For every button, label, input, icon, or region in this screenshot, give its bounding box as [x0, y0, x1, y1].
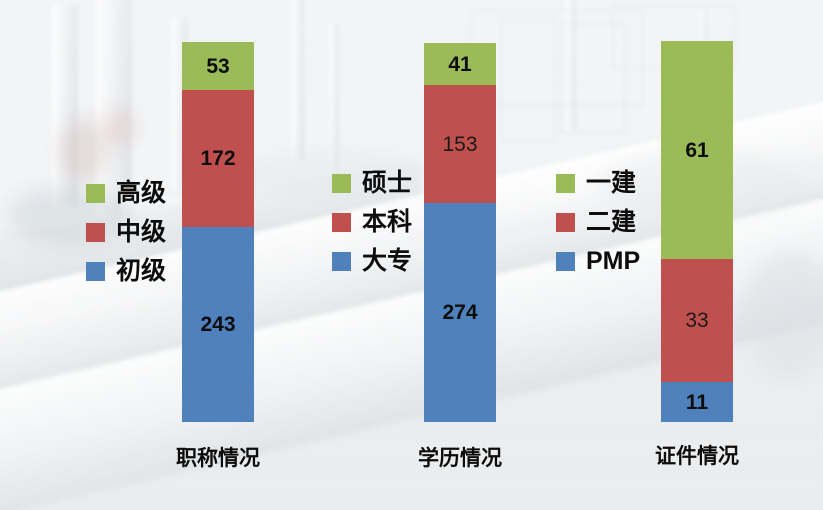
legend-label: 二建 — [586, 208, 637, 236]
legend-certificates: 一建 二建 PMP — [556, 164, 640, 281]
legend-label: PMP — [586, 247, 641, 275]
bar-segment-junior[interactable]: 243 — [182, 227, 254, 422]
legend-item[interactable]: 初级 — [86, 252, 166, 291]
bar-segment-value: 153 — [442, 132, 478, 156]
stacked-bar[interactable]: 41 153 274 — [424, 43, 496, 422]
bar-segment-second-class[interactable]: 33 — [661, 259, 733, 382]
legend-label: 中级 — [116, 218, 167, 246]
legend-item[interactable]: 中级 — [86, 213, 166, 252]
legend-label: 一建 — [586, 169, 637, 197]
legend-swatch-green — [332, 174, 351, 193]
legend-label: 本科 — [362, 208, 413, 236]
legend-item[interactable]: 本科 — [332, 203, 412, 242]
legend-label: 初级 — [116, 257, 167, 285]
legend-swatch-red — [332, 213, 351, 232]
bar-segment-value: 243 — [200, 313, 236, 336]
bar-segment-value: 53 — [206, 54, 230, 78]
legend-item[interactable]: PMP — [556, 242, 640, 281]
bar-segment-value: 41 — [448, 52, 472, 76]
bar-segment-college[interactable]: 274 — [424, 203, 496, 422]
legend-education: 硕士 本科 大专 — [332, 164, 412, 281]
legend-swatch-green — [556, 174, 575, 193]
bar-segment-value: 172 — [200, 147, 236, 170]
bar-segment-pmp[interactable]: 11 — [661, 382, 733, 422]
legend-swatch-blue — [86, 262, 105, 281]
legend-job-title: 高级 中级 初级 — [86, 174, 166, 291]
bar-segment-master[interactable]: 41 — [424, 43, 496, 85]
stacked-bar[interactable]: 53 172 243 — [182, 42, 254, 422]
legend-swatch-blue — [332, 252, 351, 271]
bar-segment-value: 11 — [685, 390, 709, 414]
category-label-certificates: 证件情况 — [655, 445, 739, 468]
legend-item[interactable]: 硕士 — [332, 164, 412, 203]
bar-group-job-title: 53 172 243 职称情况 — [176, 0, 260, 510]
legend-item[interactable]: 二建 — [556, 203, 640, 242]
legend-item[interactable]: 一建 — [556, 164, 640, 203]
bar-segment-value: 33 — [685, 309, 709, 332]
category-label-job-title: 职称情况 — [176, 447, 260, 470]
legend-swatch-red — [86, 223, 105, 242]
legend-swatch-red — [556, 213, 575, 232]
bar-group-education: 41 153 274 学历情况 — [418, 0, 502, 510]
bar-segment-first-class[interactable]: 61 — [661, 41, 733, 259]
category-label-education: 学历情况 — [418, 447, 502, 470]
legend-item[interactable]: 大专 — [332, 242, 412, 281]
legend-label: 硕士 — [362, 169, 413, 197]
bar-segment-value: 61 — [685, 138, 709, 162]
bar-group-certificates: 61 33 11 证件情况 — [655, 0, 739, 510]
legend-item[interactable]: 高级 — [86, 174, 166, 213]
legend-label: 大专 — [362, 247, 413, 275]
legend-swatch-green — [86, 184, 105, 203]
bar-segment-senior[interactable]: 53 — [182, 42, 254, 90]
bar-segment-bachelor[interactable]: 153 — [424, 85, 496, 203]
legend-swatch-blue — [556, 252, 575, 271]
bar-segment-value: 274 — [442, 301, 478, 324]
legend-label: 高级 — [116, 179, 167, 207]
bar-segment-intermediate[interactable]: 172 — [182, 90, 254, 227]
stacked-bar[interactable]: 61 33 11 — [661, 41, 733, 422]
